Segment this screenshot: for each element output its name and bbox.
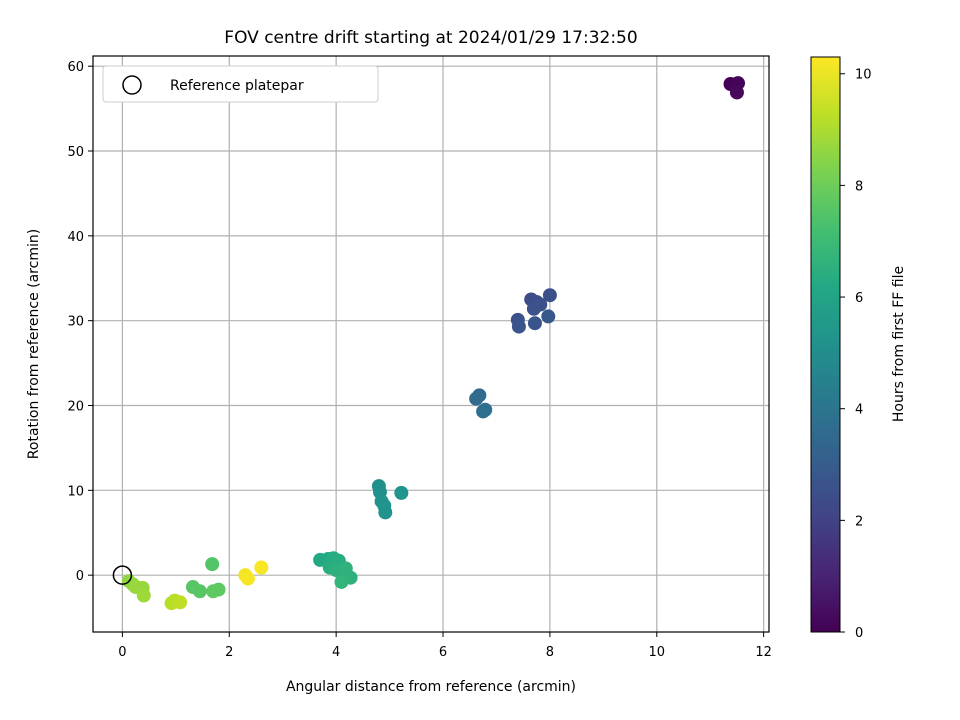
x-tick-label: 4: [332, 645, 340, 660]
data-point: [377, 498, 392, 513]
data-point: [173, 595, 188, 610]
y-tick-label: 20: [67, 400, 84, 415]
reference-marker-layer: [112, 565, 133, 585]
x-tick-label: 12: [755, 645, 772, 660]
x-axis-ticks: 0 2 4 6 8 10 12: [118, 632, 772, 660]
y-tick-label: 50: [67, 145, 84, 160]
data-points: [121, 76, 746, 611]
data-point: [472, 388, 487, 403]
x-tick-label: 2: [225, 645, 233, 660]
plot-area-frame: [92, 55, 770, 633]
data-point: [205, 557, 220, 572]
data-point: [240, 571, 255, 586]
colorbar-tick-label: 0: [855, 626, 863, 641]
data-point: [394, 485, 409, 500]
y-axis-label: Rotation from reference (arcmin): [26, 229, 42, 459]
legend-marker-reference: [122, 75, 142, 95]
x-tick-label: 6: [439, 645, 447, 660]
data-point: [542, 288, 557, 303]
data-point: [136, 588, 151, 603]
data-point: [729, 85, 744, 100]
data-point: [526, 301, 541, 316]
data-point: [192, 584, 207, 599]
data-point: [254, 560, 269, 575]
legend: Reference platepar: [102, 65, 379, 103]
legend-label-reference: Reference platepar: [170, 78, 304, 94]
y-tick-label: 30: [67, 315, 84, 330]
x-tick-label: 0: [118, 645, 126, 660]
x-axis-label: Angular distance from reference (arcmin): [286, 679, 576, 695]
colorbar-ticks: 0 2 4 6 8 10: [840, 68, 872, 641]
y-tick-label: 0: [76, 569, 84, 584]
colorbar-tick-label: 2: [855, 514, 863, 529]
y-tick-label: 60: [67, 60, 84, 75]
y-axis-ticks: 0 10 20 30 40 50 60: [67, 60, 93, 584]
x-tick-label: 8: [546, 645, 554, 660]
colorbar-gradient: [810, 56, 841, 633]
y-tick-label: 10: [67, 484, 84, 499]
data-point: [478, 402, 493, 417]
colorbar-tick-label: 8: [855, 179, 863, 194]
legend-box: [102, 65, 379, 103]
colorbar-tick-label: 4: [855, 403, 863, 418]
y-tick-label: 40: [67, 230, 84, 245]
reference-platepar-marker: [112, 565, 133, 585]
data-point: [334, 574, 349, 589]
data-point: [511, 319, 526, 334]
colorbar-label: Hours from first FF file: [891, 266, 907, 422]
colorbar: 0 2 4 6 8 10 Hours from first FF file: [810, 56, 907, 641]
colorbar-tick-label: 6: [855, 291, 863, 306]
colorbar-tick-label: 10: [855, 68, 872, 83]
data-point: [211, 582, 226, 597]
data-point: [527, 316, 542, 331]
x-tick-label: 10: [649, 645, 666, 660]
chart-title: FOV centre drift starting at 2024/01/29 …: [224, 28, 637, 48]
gridlines: [93, 56, 769, 632]
data-point: [541, 309, 556, 324]
